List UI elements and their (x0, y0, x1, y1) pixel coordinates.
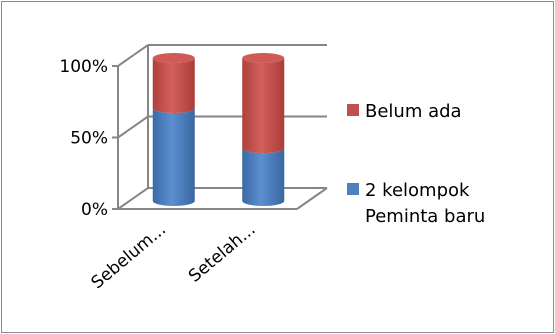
gridline-side-0 (117, 187, 149, 210)
y-tick-label: 100% (59, 57, 108, 77)
legend-swatch-0 (347, 104, 359, 116)
bar-0-series-0 (152, 108, 195, 206)
legend-label-1: 2 kelompok (365, 180, 470, 201)
bar-cap-1 (242, 53, 285, 63)
bar-1-series-1 (242, 58, 285, 154)
y-tick-label: 0% (81, 200, 108, 220)
axes-layer (112, 44, 328, 210)
bars-layer (152, 53, 285, 206)
legend-label-1: Peminta baru (365, 206, 485, 227)
legend: Belum ada 2 kelompok Peminta baru (347, 101, 485, 227)
x-tick-label: Sebelum... (88, 220, 170, 294)
bar-0-series-1 (152, 58, 195, 114)
bar-cap-0 (152, 53, 195, 63)
gridline-side-2 (117, 44, 149, 67)
legend-label-0: Belum ada (365, 101, 462, 122)
floor-right-edge (296, 187, 328, 210)
y-tick-label: 50% (70, 129, 108, 149)
x-tick-label: Setelah... (185, 220, 260, 287)
bar-1-series-0 (242, 148, 285, 206)
gridline-side-1 (117, 115, 149, 139)
legend-swatch-1 (347, 183, 359, 195)
